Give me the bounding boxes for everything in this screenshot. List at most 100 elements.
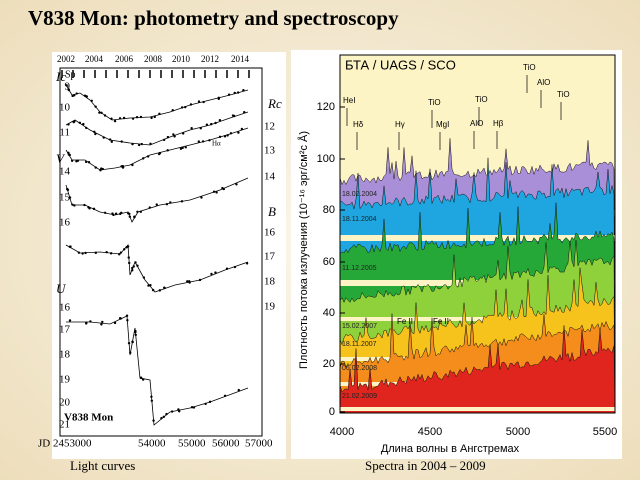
tick-label: 11 [59,127,70,139]
photometry-point [189,103,193,106]
line-label: TiO [428,98,441,107]
photometry-point [139,115,143,119]
photometry-point [94,132,97,136]
spectrum [339,325,616,414]
photometry-point [217,97,220,101]
tick-label: 19 [264,301,276,313]
x-axis-label: Длина волны в Ангстремах [381,443,520,455]
band-gap [340,235,615,241]
line-label: Hδ [353,120,364,129]
tick-label: 21 [59,419,70,431]
photometry-point [183,105,187,109]
photometry-point [131,117,135,120]
date-label: 06.02.2008 [342,365,377,372]
photometry-point [199,127,202,130]
y-tick-label: 20 [323,358,335,370]
photometry-point [71,203,74,206]
photometry-point [151,288,155,292]
photometry-point [118,117,122,120]
photometry-point [94,105,97,108]
photometry-point [166,135,170,139]
photometry-point [204,402,207,406]
photometry-point [126,245,130,248]
photometry-point [122,116,126,120]
band-gap [340,407,615,411]
band-label: Ic [55,69,66,84]
photometry-point [231,114,235,117]
photometry-point [188,281,191,284]
tick-label: 18 [264,276,276,288]
photometry-point [197,100,201,103]
photometry-point [214,271,217,274]
photometry-point [192,406,196,409]
photometry-point [88,207,91,210]
photometry-point [158,289,162,292]
y-tick-label: 80 [323,204,335,216]
photometry-point [101,320,104,324]
tick-label: 13 [264,145,276,157]
photometry-point [215,191,218,194]
photometry-point [131,269,134,272]
x-tick-label: 4000 [330,426,354,438]
photometry-point [135,115,139,119]
photometry-point [75,92,78,95]
photometry-point [68,196,72,199]
photometry-point [197,140,201,143]
photometry-point [113,119,117,123]
photometry-point [66,188,70,192]
photometry-point [165,412,168,416]
photometry-point [112,213,115,217]
photometry-point [85,95,88,98]
photometry-point [180,200,184,203]
photometry-point [139,376,143,380]
line-label: TiO [557,90,570,99]
photometry-point [129,351,132,354]
photometry-point [68,319,72,322]
photometry-point [222,187,225,191]
photometry-point [149,142,152,145]
photometry-point [147,284,150,287]
photometry-point [243,110,246,114]
photometry-point [99,169,102,172]
photometry-point [155,203,158,206]
slide-title: V838 Mon: photometry and spectroscopy [28,6,399,30]
spectra-title: БТА / UAGS / SCO [345,57,456,72]
photometry-point [150,116,153,120]
band-label: V [56,151,66,166]
photometry-point [70,159,74,162]
photometry-point [158,151,162,155]
line-label: Fe II [397,317,413,326]
year-label: 2008 [144,54,163,64]
tick-label: 18 [59,349,71,361]
photometry-point [120,140,123,143]
band-label: B [268,204,276,219]
photometry-point [100,111,103,114]
x-tick-label: 4500 [418,426,442,438]
photometry-point [201,140,205,143]
light-curve [65,127,249,171]
caption: Light curves [70,458,135,473]
photometry-point [163,286,166,290]
photometry-point [240,127,244,131]
year-label: 2006 [115,54,134,64]
x-tick-label: 5500 [593,426,617,438]
photometry-point [233,91,236,95]
date-label: 18.11.2004 [342,216,377,223]
photometry-point [90,99,93,102]
jd-label: 54000 [138,438,166,450]
photometry-point [84,251,87,255]
photometry-point [84,160,88,164]
caption: Spectra in 2004 – 2009 [365,458,486,473]
date-label: 11.12.2005 [342,265,377,272]
photometry-point [229,132,233,135]
tick-label: 19 [59,374,71,386]
photometry-point [110,117,113,120]
frame [59,67,263,437]
year-label: 2014 [231,54,250,64]
photometry-point [150,399,154,402]
year-label: 2012 [201,54,219,64]
photometry-point [93,130,96,134]
photometry-point [172,133,175,136]
photometry-point [146,155,150,158]
photometry-point [134,329,137,333]
